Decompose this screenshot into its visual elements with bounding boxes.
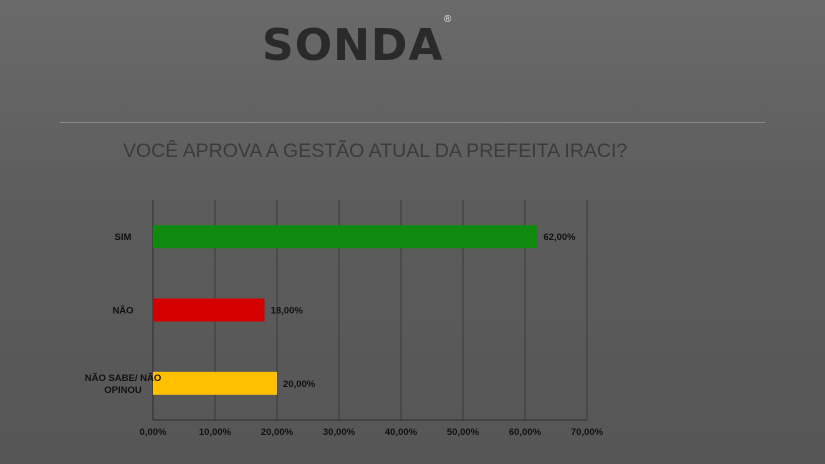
x-tick-label-5: 50,00% [447,427,480,438]
bar-2 [153,371,277,395]
category-label-line: NÃO [112,306,133,317]
x-tick-label-6: 60,00% [509,427,542,438]
category-label-line: SIM [115,232,132,243]
x-tick-label-0: 0,00% [140,427,167,438]
category-label-2: NÃO SABE/ NÃO OPINOU [85,373,162,396]
sonda-logo: SONDA ® [262,12,472,82]
chart-title: VOCÊ APROVA A GESTÃO ATUAL DA PREFEITA I… [123,140,628,162]
category-label-0: SIM [115,232,132,243]
logo-text: SONDA [262,20,444,71]
registered-mark: ® [444,14,452,25]
bar-1 [153,298,265,322]
data-label-1: 18,00% [271,306,304,317]
category-label-1: NÃO [112,306,133,317]
data-label-2: 20,00% [283,379,316,390]
x-tick-label-4: 40,00% [385,427,418,438]
category-label-line: NÃO SABE/ NÃO [85,373,162,384]
x-tick-label-3: 30,00% [323,427,356,438]
data-label-0: 62,00% [543,232,576,243]
x-tick-label-1: 10,00% [199,427,232,438]
x-tick-label-7: 70,00% [571,427,604,438]
bar-0 [153,225,538,249]
category-label-line: OPINOU [104,385,142,396]
header-divider [60,122,765,123]
x-tick-label-2: 20,00% [261,427,294,438]
